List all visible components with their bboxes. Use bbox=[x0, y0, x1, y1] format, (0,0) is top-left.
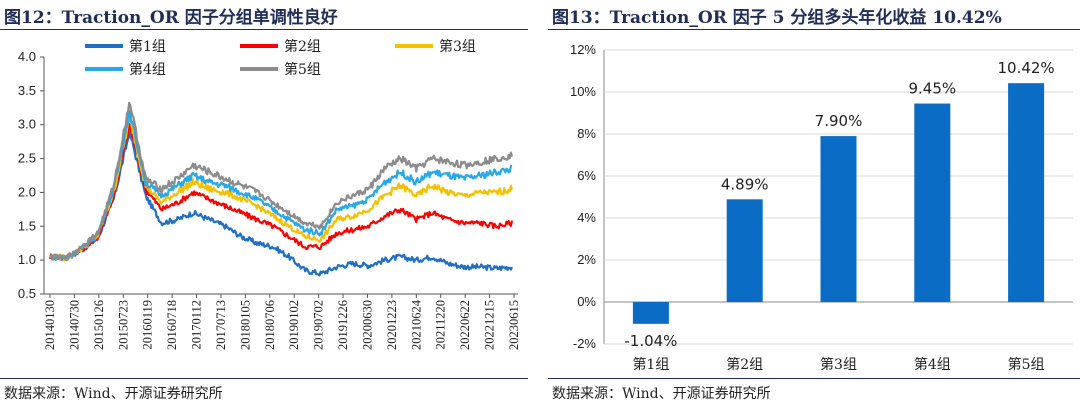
y-tick-label: 12% bbox=[570, 42, 596, 57]
y-tick-label: 4% bbox=[577, 210, 596, 225]
category-label: 第3组 bbox=[820, 356, 857, 373]
category-label: 第4组 bbox=[914, 356, 951, 373]
legend-label: 第3组 bbox=[439, 38, 476, 55]
bar bbox=[914, 103, 951, 302]
x-tick-label: 20211220 bbox=[434, 300, 448, 350]
chart-title: 图12：Traction_OR 因子分组单调性良好 bbox=[4, 8, 338, 28]
y-tick-label: 3.0 bbox=[18, 117, 36, 132]
y-tick-label: 2% bbox=[577, 252, 596, 267]
series-line-1 bbox=[49, 129, 513, 277]
bar-chart-panel: 图13：Traction_OR 因子 5 分组多头年化收益 10.42% -2%… bbox=[548, 0, 1080, 411]
legend-label: 第1组 bbox=[129, 38, 166, 55]
y-tick-label: 2.5 bbox=[18, 151, 36, 166]
chart-title: 图13：Traction_OR 因子 5 分组多头年化收益 10.42% bbox=[552, 8, 1002, 28]
x-tick-label: 20190702 bbox=[312, 300, 326, 350]
y-tick-label: 3.5 bbox=[18, 83, 36, 98]
bar bbox=[820, 136, 857, 302]
bar-value-label: 7.90% bbox=[815, 112, 863, 130]
series-line-4 bbox=[49, 109, 513, 261]
bar bbox=[1008, 83, 1045, 303]
x-tick-label: 20191226 bbox=[336, 300, 350, 350]
bar-value-label: 10.42% bbox=[997, 59, 1054, 77]
legend-label: 第4组 bbox=[129, 61, 166, 78]
y-tick-label: -2% bbox=[573, 336, 597, 351]
x-tick-label: 20221215 bbox=[483, 300, 497, 350]
category-label: 第2组 bbox=[726, 356, 763, 373]
y-tick-label: 1.0 bbox=[18, 252, 36, 267]
x-tick-label: 20160119 bbox=[141, 300, 155, 350]
bar-value-label: -1.04% bbox=[624, 332, 677, 350]
title-rule bbox=[0, 29, 528, 30]
source-note: 数据来源：Wind、开源证券研究所 bbox=[4, 386, 223, 402]
category-label: 第1组 bbox=[632, 356, 669, 373]
y-tick-label: 2.0 bbox=[18, 184, 36, 199]
bar bbox=[632, 302, 669, 324]
y-tick-label: 8% bbox=[577, 126, 596, 141]
y-tick-label: 0.5 bbox=[18, 286, 36, 301]
y-tick-label: 1.5 bbox=[18, 218, 36, 233]
x-tick-label: 20180105 bbox=[238, 300, 252, 350]
x-tick-label: 20210624 bbox=[409, 299, 423, 350]
x-tick-label: 20180706 bbox=[263, 300, 277, 350]
x-tick-label: 20140130 bbox=[43, 300, 57, 350]
category-label: 第5组 bbox=[1008, 356, 1045, 373]
x-tick-label: 20220622 bbox=[458, 300, 472, 350]
bar bbox=[726, 199, 763, 302]
bar-chart: -2% 0% 2% 4% 6% 8% 10% 12% -1.04% 第1组 4.89% 第2组 7.90… bbox=[570, 42, 1073, 373]
y-tick-label: 10% bbox=[570, 84, 596, 99]
x-tick-label: 20230615 bbox=[507, 300, 521, 350]
footer-rule bbox=[548, 378, 1080, 379]
x-tick-label: 20160718 bbox=[165, 300, 179, 350]
legend-label: 第2组 bbox=[284, 38, 321, 55]
y-tick-label: 0% bbox=[577, 294, 596, 309]
x-tick-label: 20150126 bbox=[92, 300, 106, 350]
series-line-3 bbox=[49, 116, 514, 262]
x-tick-label: 20201223 bbox=[385, 300, 399, 350]
source-note: 数据来源：Wind、开源证券研究所 bbox=[552, 386, 771, 402]
bar-value-label: 4.89% bbox=[721, 175, 769, 193]
legend-label: 第5组 bbox=[284, 61, 321, 78]
x-tick-label: 20170112 bbox=[190, 300, 204, 350]
x-tick-label: 20190102 bbox=[287, 300, 301, 350]
bar-value-label: 9.45% bbox=[908, 80, 956, 98]
y-tick-label: 4.0 bbox=[18, 49, 36, 64]
line-chart-panel: 图12：Traction_OR 因子分组单调性良好 0.5 1.0 1.5 2.0 2.… bbox=[0, 0, 528, 411]
y-tick-label: 6% bbox=[577, 168, 596, 183]
x-tick-label: 20140730 bbox=[67, 300, 81, 350]
x-tick-label: 20170713 bbox=[214, 300, 228, 350]
x-tick-label: 20200630 bbox=[360, 300, 374, 350]
series-line-2 bbox=[48, 122, 514, 261]
line-chart: 0.5 1.0 1.5 2.0 2.5 3.0 3.5 4.0 20140130 20140730… bbox=[18, 38, 521, 350]
x-tick-label: 20150723 bbox=[116, 300, 130, 350]
title-rule bbox=[548, 29, 1080, 30]
footer-rule bbox=[0, 378, 528, 379]
series-line-5 bbox=[49, 101, 514, 262]
